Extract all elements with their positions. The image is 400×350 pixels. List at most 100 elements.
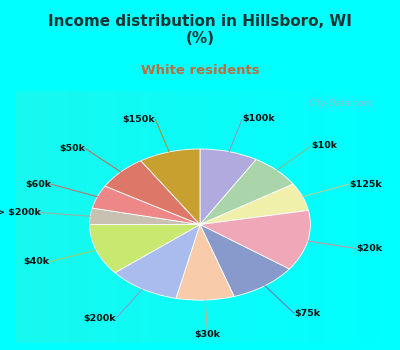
Bar: [246, 91, 250, 343]
Wedge shape: [200, 184, 308, 225]
Bar: [287, 91, 291, 343]
Bar: [295, 91, 298, 343]
Bar: [224, 91, 228, 343]
Bar: [324, 91, 328, 343]
Bar: [310, 91, 313, 343]
Bar: [298, 91, 302, 343]
Wedge shape: [115, 225, 200, 298]
Text: City-Data.com: City-Data.com: [309, 99, 373, 107]
Bar: [362, 91, 366, 343]
Bar: [98, 91, 102, 343]
Bar: [306, 91, 310, 343]
Bar: [213, 91, 217, 343]
Bar: [187, 91, 191, 343]
Bar: [154, 91, 157, 343]
Bar: [373, 91, 376, 343]
Text: $150k: $150k: [123, 115, 155, 124]
Bar: [265, 91, 269, 343]
Bar: [239, 91, 243, 343]
Wedge shape: [200, 225, 289, 296]
Text: $125k: $125k: [349, 180, 382, 189]
Bar: [313, 91, 317, 343]
Bar: [68, 91, 72, 343]
Bar: [53, 91, 57, 343]
Bar: [194, 91, 198, 343]
Bar: [172, 91, 176, 343]
Bar: [124, 91, 128, 343]
Bar: [42, 91, 46, 343]
Bar: [191, 91, 194, 343]
Text: $50k: $50k: [59, 144, 85, 153]
Text: $200k: $200k: [84, 314, 116, 323]
Bar: [254, 91, 258, 343]
Bar: [180, 91, 183, 343]
Bar: [354, 91, 358, 343]
Bar: [31, 91, 34, 343]
Bar: [376, 91, 380, 343]
Wedge shape: [105, 161, 200, 225]
Bar: [76, 91, 79, 343]
Bar: [183, 91, 187, 343]
Bar: [350, 91, 354, 343]
Bar: [261, 91, 265, 343]
Bar: [87, 91, 90, 343]
Bar: [347, 91, 350, 343]
Bar: [16, 91, 20, 343]
Bar: [232, 91, 235, 343]
Bar: [317, 91, 321, 343]
Bar: [57, 91, 61, 343]
Wedge shape: [141, 149, 200, 225]
Bar: [34, 91, 38, 343]
Wedge shape: [90, 208, 200, 225]
Bar: [27, 91, 31, 343]
Bar: [291, 91, 295, 343]
Bar: [276, 91, 280, 343]
Bar: [284, 91, 287, 343]
Bar: [109, 91, 113, 343]
Bar: [258, 91, 261, 343]
Bar: [46, 91, 50, 343]
Text: $40k: $40k: [23, 257, 49, 266]
Bar: [302, 91, 306, 343]
Bar: [135, 91, 139, 343]
Bar: [90, 91, 94, 343]
Bar: [150, 91, 154, 343]
Wedge shape: [90, 225, 200, 273]
Wedge shape: [200, 210, 310, 269]
Bar: [105, 91, 109, 343]
Bar: [250, 91, 254, 343]
Text: $20k: $20k: [356, 244, 382, 253]
Bar: [61, 91, 64, 343]
Wedge shape: [176, 225, 234, 300]
Text: Income distribution in Hillsboro, WI
(%): Income distribution in Hillsboro, WI (%): [48, 14, 352, 46]
Bar: [343, 91, 347, 343]
Bar: [209, 91, 213, 343]
Bar: [168, 91, 172, 343]
Bar: [358, 91, 362, 343]
Bar: [202, 91, 206, 343]
Bar: [339, 91, 343, 343]
Bar: [228, 91, 232, 343]
Bar: [161, 91, 165, 343]
Bar: [235, 91, 239, 343]
Bar: [20, 91, 24, 343]
Bar: [64, 91, 68, 343]
Bar: [94, 91, 98, 343]
Text: $60k: $60k: [25, 180, 51, 189]
Bar: [380, 91, 384, 343]
Bar: [269, 91, 272, 343]
Bar: [142, 91, 146, 343]
Text: $10k: $10k: [312, 141, 338, 150]
Bar: [128, 91, 131, 343]
Text: $100k: $100k: [242, 114, 275, 123]
Wedge shape: [200, 149, 256, 225]
Bar: [50, 91, 53, 343]
Bar: [139, 91, 142, 343]
Bar: [79, 91, 83, 343]
Text: > $200k: > $200k: [0, 208, 41, 217]
Bar: [217, 91, 220, 343]
Bar: [198, 91, 202, 343]
Bar: [131, 91, 135, 343]
Bar: [102, 91, 105, 343]
Bar: [220, 91, 224, 343]
